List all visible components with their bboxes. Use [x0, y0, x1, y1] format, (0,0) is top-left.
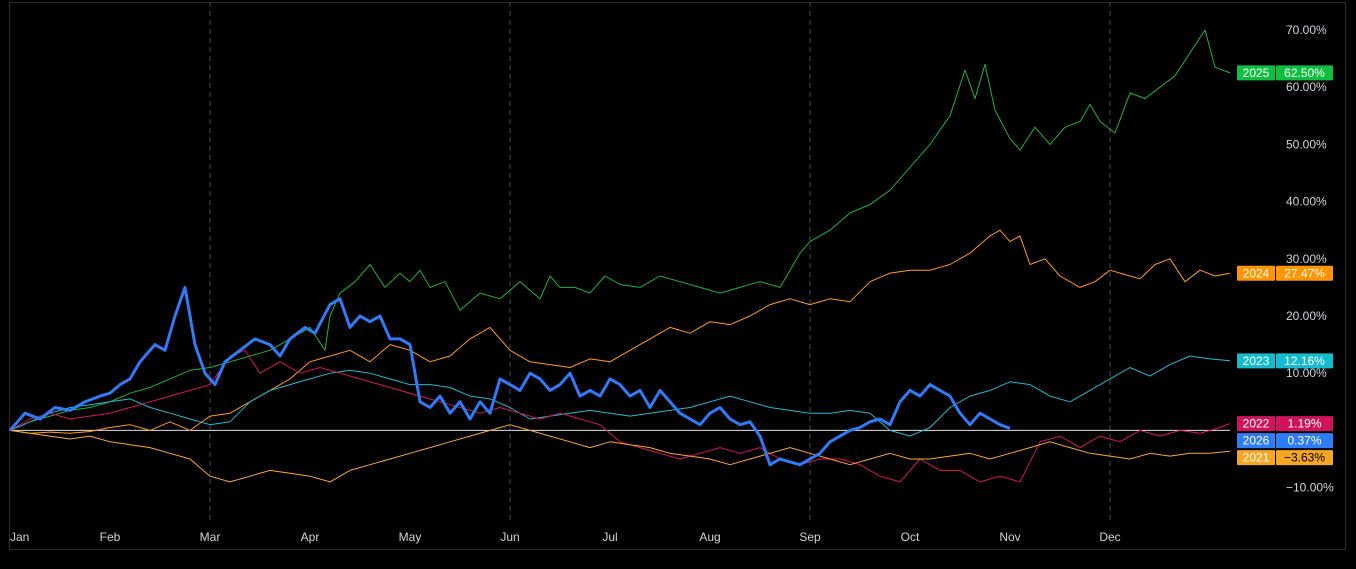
- series-line-2023: [9, 355, 1231, 437]
- legend-badge-value: 1.19%: [1287, 417, 1321, 431]
- x-tick-label: Oct: [901, 530, 920, 544]
- series-line-2025: [9, 29, 1231, 431]
- x-tick-label: Sep: [799, 530, 821, 544]
- legend-badge-value: 0.37%: [1287, 434, 1321, 448]
- legend-badge-year-box: [1237, 450, 1275, 466]
- x-tick-label: Jul: [602, 530, 617, 544]
- series-line-2021: [9, 424, 1231, 483]
- x-tick-label: Nov: [999, 530, 1020, 544]
- x-tick-label: Aug: [699, 530, 720, 544]
- x-tick-label: Feb: [100, 530, 121, 544]
- legend-badge-2022: 2022 1.19%: [1237, 416, 1333, 432]
- legend-badge-year: 2025: [1243, 66, 1270, 80]
- legend-badge-value-box: [1276, 353, 1333, 369]
- legend-badge-year-box: [1237, 265, 1275, 281]
- y-tick-label: 30.00%: [1286, 252, 1327, 266]
- legend-badge-2021: 2021 −3.63%: [1237, 450, 1333, 466]
- legend-badge-2026: 2026 0.37%: [1237, 433, 1333, 449]
- x-tick-label: Jun: [500, 530, 519, 544]
- chart-frame: [9, 2, 1346, 550]
- legend-badge-value-box: [1276, 450, 1333, 466]
- y-tick-label: 50.00%: [1286, 137, 1327, 151]
- x-tick-label: May: [399, 530, 422, 544]
- legend-badge-year-box: [1237, 353, 1275, 369]
- legend-badge-2023: 2023 12.16%: [1237, 353, 1333, 369]
- legend-badges: 2025 62.50%2024 27.47%2023 12.16%2022 1.19%2…: [1237, 65, 1333, 466]
- x-tick-label: Dec: [1099, 530, 1120, 544]
- legend-badge-year: 2026: [1243, 434, 1270, 448]
- legend-badge-value: −3.63%: [1284, 451, 1325, 465]
- legend-badge-value: 62.50%: [1284, 66, 1325, 80]
- x-tick-label: Jan: [10, 530, 29, 544]
- x-axis: Jan Feb Mar Apr May Jun Jul Aug Sep Oct Nov Dec: [10, 530, 1121, 544]
- legend-badge-year-box: [1237, 416, 1275, 432]
- y-tick-label: 40.00%: [1286, 195, 1327, 209]
- grid-layer: [209, 2, 1111, 523]
- legend-badge-year-box: [1237, 65, 1275, 81]
- series-line-2022: [9, 349, 1231, 483]
- legend-badge-year: 2022: [1243, 417, 1270, 431]
- legend-badge-value: 27.47%: [1284, 266, 1325, 280]
- legend-badge-year: 2024: [1243, 266, 1270, 280]
- legend-badge-year: 2021: [1243, 451, 1270, 465]
- legend-badge-2025: 2025 62.50%: [1237, 65, 1333, 81]
- legend-badge-year-box: [1237, 433, 1275, 449]
- legend-badge-value-box: [1276, 416, 1333, 432]
- legend-badge-year: 2023: [1243, 354, 1270, 368]
- x-tick-label: Apr: [301, 530, 320, 544]
- y-tick-label: −10.00%: [1286, 481, 1334, 495]
- series-line-2026: [8, 285, 1011, 467]
- y-tick-label: 10.00%: [1286, 366, 1327, 380]
- legend-badge-value-box: [1276, 265, 1333, 281]
- y-tick-label: 60.00%: [1286, 80, 1327, 94]
- legend-badge-value: 12.16%: [1284, 354, 1325, 368]
- y-tick-label: 70.00%: [1286, 23, 1327, 37]
- legend-badge-value-box: [1276, 65, 1333, 81]
- x-tick-label: Mar: [200, 530, 221, 544]
- legend-badge-2024: 2024 27.47%: [1237, 265, 1333, 281]
- series-line-2024: [9, 229, 1231, 434]
- y-axis: 70.00% 60.00% 50.00% 40.00% 30.00% 20.00% 10.0…: [1286, 23, 1334, 495]
- series-layer: [8, 29, 1231, 483]
- legend-badge-value-box: [1276, 433, 1333, 449]
- y-tick-label: 20.00%: [1286, 309, 1327, 323]
